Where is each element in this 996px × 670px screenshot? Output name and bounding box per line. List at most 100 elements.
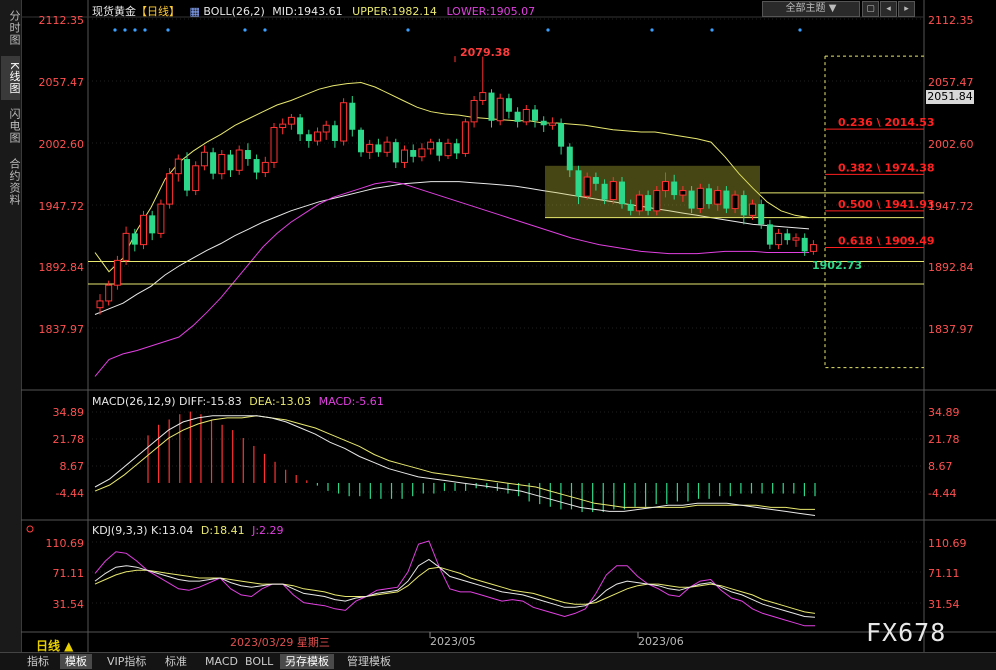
kdj-axis-left: 110.69 71.11 31.54	[46, 537, 85, 611]
macd-tick-label: 8.67	[928, 460, 953, 473]
candle-body	[548, 122, 556, 126]
boll-label: BOLL(26,2)	[203, 5, 265, 18]
candle-body	[662, 181, 669, 192]
candle-body	[740, 195, 747, 216]
period-tag: 【日线】	[136, 5, 180, 18]
boll-mid-line	[94, 181, 810, 315]
tab-standard[interactable]: 标准	[165, 655, 187, 668]
candle-body	[723, 190, 730, 209]
theme-label: 全部主题	[785, 3, 826, 14]
boll-icon[interactable]: ▦	[189, 5, 200, 18]
candle-body	[775, 232, 783, 246]
candle-body	[532, 109, 538, 121]
candle-body	[706, 188, 712, 205]
kdj-name: KDJ(9,3,3)	[92, 524, 148, 537]
tab-indicator[interactable]: 指标	[27, 655, 49, 668]
candle-body	[635, 194, 643, 212]
arrow-left-icon[interactable]: ◂	[880, 1, 897, 17]
macd-axis-left: 34.89 21.78 8.67 -4.44	[53, 406, 85, 500]
signal-dot	[546, 28, 550, 32]
tab-intraday[interactable]: 分时图	[8, 10, 21, 46]
boll-lower-line	[94, 181, 809, 377]
left-tab-strip: 分时图 K线图 闪电图 合约资料	[0, 0, 22, 652]
tab-flash[interactable]: 闪电图	[8, 108, 21, 144]
window-restore-icon[interactable]: ▢	[862, 1, 879, 17]
right-tick-label: 1892.84	[928, 261, 974, 274]
right-tick-label: 2002.60	[928, 138, 974, 151]
candle-body	[113, 259, 121, 286]
fib-label: 0.618 \ 1909.49	[838, 234, 935, 247]
watermark-logo: FX678	[866, 618, 947, 647]
candle-body	[558, 123, 565, 147]
candle-body	[514, 111, 521, 122]
macd-tick-label: 21.78	[928, 433, 960, 446]
tab-boll[interactable]: BOLL	[245, 655, 274, 668]
macd-lines	[94, 415, 816, 516]
candle-body	[505, 98, 512, 112]
tab-kline[interactable]: K线图	[1, 56, 21, 100]
chart-canvas[interactable]: 0.236 \ 2014.53 0.382 \ 1974.38 0.500 \ 19…	[0, 0, 996, 652]
candle-body	[227, 154, 234, 171]
macd-tick-label: 34.89	[928, 406, 960, 419]
theme-dropdown[interactable]: 全部主题 ▼	[762, 1, 860, 17]
signal-dot	[113, 28, 117, 32]
candle-body	[671, 181, 678, 196]
fib-frame	[824, 56, 924, 369]
candle-body	[200, 151, 208, 167]
bottom-toolbar: 指标 模板 VIP指标 标准 MACD BOLL 另存模板 管理模板	[0, 652, 996, 670]
tab-vip-indicator[interactable]: VIP指标	[107, 655, 147, 668]
left-tick-label: 1892.84	[39, 261, 85, 274]
kdj-d-line	[94, 566, 816, 614]
candle-body	[131, 233, 138, 245]
kdj-tick-label: 31.54	[928, 598, 960, 611]
period-selector[interactable]: 日线 ▲	[36, 639, 74, 653]
fib-label: 0.382 \ 1974.38	[838, 161, 935, 174]
candle-body	[688, 190, 695, 209]
tab-template[interactable]: 模板	[60, 654, 92, 669]
candle-body	[392, 142, 399, 163]
tab-contract-info[interactable]: 合约资料	[8, 158, 21, 206]
tab-save-template[interactable]: 另存模板	[280, 654, 334, 669]
candle-body	[696, 187, 704, 210]
kdj-j: J:2.29	[252, 524, 284, 537]
candle-body	[235, 149, 243, 171]
kdj-header: KDJ(9,3,3) K:13.04 D:18.41 J:2.29	[92, 524, 284, 537]
kdj-j-line	[94, 540, 815, 627]
signal-dot	[123, 28, 127, 32]
macd-histogram	[147, 411, 816, 513]
macd-grid	[88, 411, 924, 493]
candle-body	[375, 144, 382, 153]
candle-body	[645, 195, 652, 211]
candle-body	[305, 134, 312, 142]
candle-body	[731, 194, 739, 210]
bollinger-bands	[94, 81, 810, 377]
tab-macd[interactable]: MACD	[205, 655, 238, 668]
signal-dot	[406, 28, 410, 32]
candle-body	[592, 177, 599, 184]
boll-lower: LOWER:1905.07	[446, 5, 536, 18]
kdj-tick-label: 110.69	[46, 537, 85, 550]
candle-body	[253, 159, 260, 173]
kdj-tick-label: 71.11	[928, 567, 960, 580]
macd-tick-label: 8.67	[60, 460, 85, 473]
candle-body	[297, 117, 304, 135]
candle-body	[279, 123, 287, 129]
candle-body	[192, 165, 200, 192]
signal-dot	[263, 28, 267, 32]
kdj-grid	[88, 541, 924, 604]
candle-body	[322, 124, 330, 133]
candle-body	[149, 215, 156, 234]
macd-value: MACD:-5.61	[318, 395, 384, 408]
support-lines	[88, 261, 924, 285]
kdj-axis-right: 110.69 71.11 31.54	[928, 537, 967, 611]
candle-body	[758, 204, 765, 225]
kdj-d: D:18.41	[200, 524, 245, 537]
arrow-right-icon[interactable]: ▸	[898, 1, 915, 17]
candle-body	[418, 148, 426, 158]
tab-manage-template[interactable]: 管理模板	[347, 655, 391, 668]
candle-body	[444, 142, 452, 157]
kdj-k: K:13.04	[151, 524, 194, 537]
candle-body	[619, 181, 625, 205]
symbol-name: 现货黄金	[92, 5, 136, 18]
fib-label: 0.500 \ 1941.93	[838, 198, 935, 211]
